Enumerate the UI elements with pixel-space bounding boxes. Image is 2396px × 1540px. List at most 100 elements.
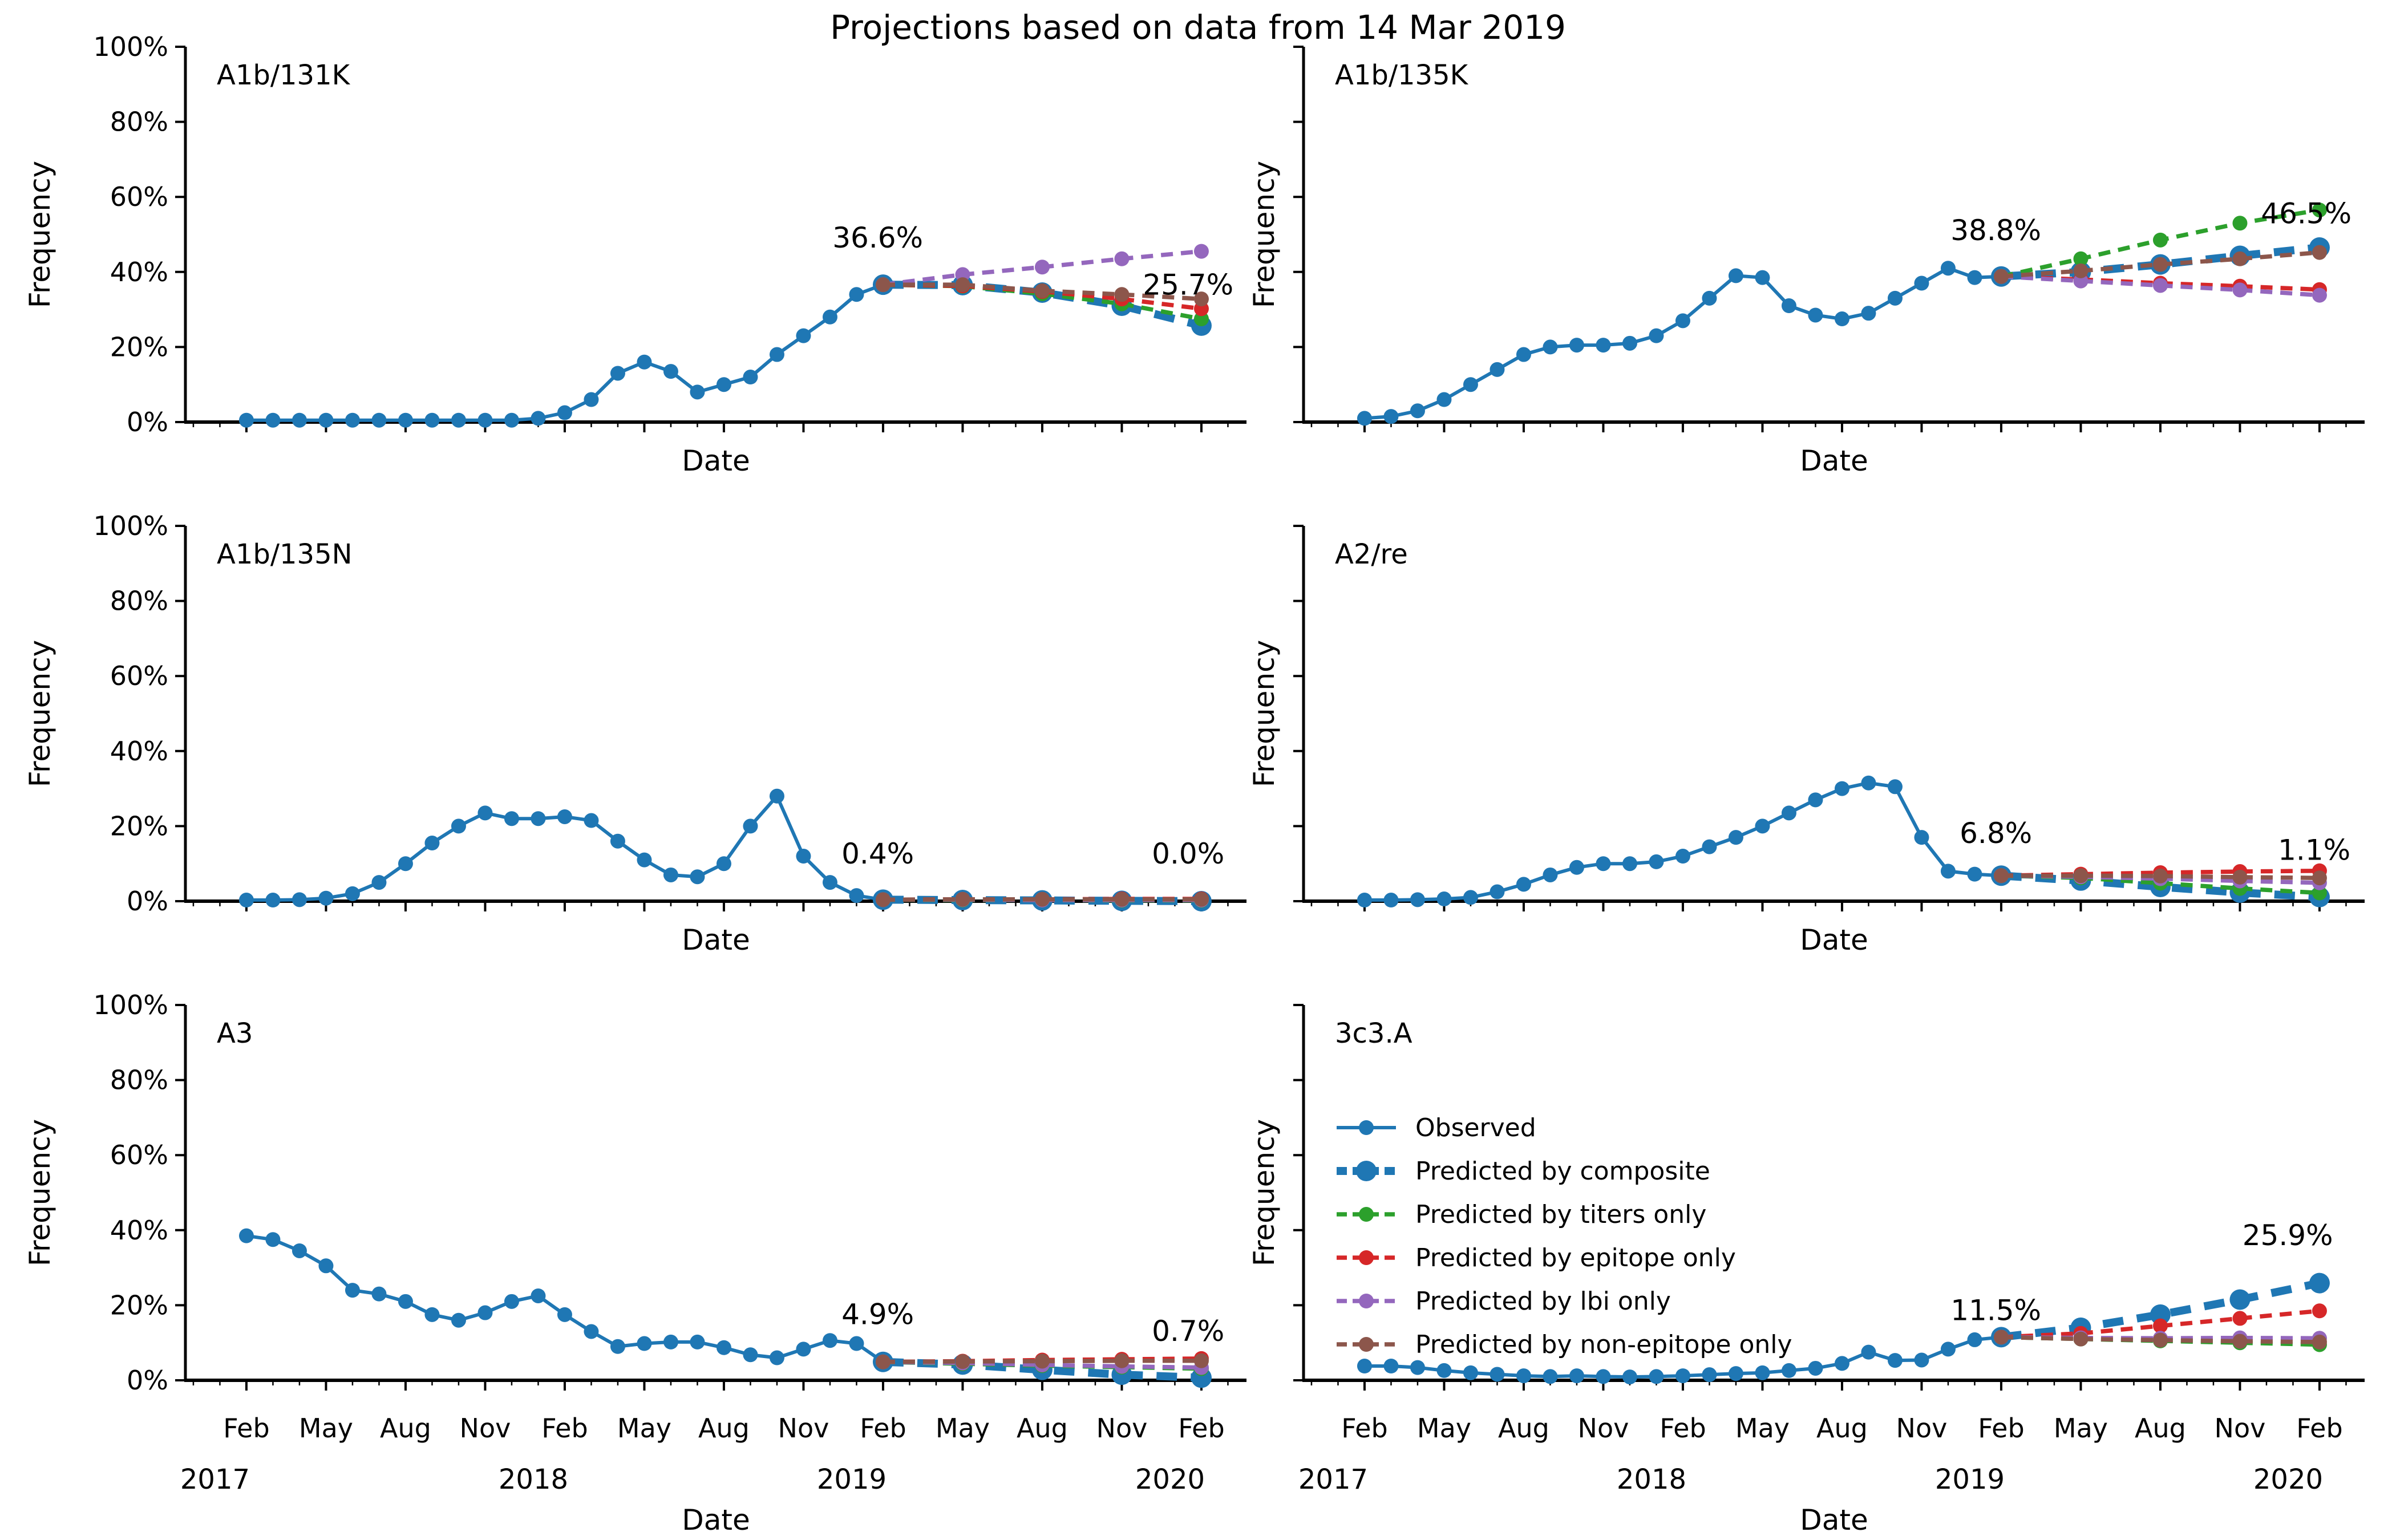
x-year-label: 2020 <box>1135 1464 1205 1496</box>
x-axis-label: Date <box>1800 444 1868 477</box>
x-year-label: 2019 <box>1935 1464 2005 1496</box>
x-year-label: 2017 <box>180 1464 250 1496</box>
x-axis-label: Date <box>1800 1503 1868 1537</box>
y-tick-label: 0% <box>127 1365 168 1396</box>
legend-entry: Predicted by composite <box>1337 1157 1710 1186</box>
x-tick-label: Nov <box>1096 1413 1148 1444</box>
value-annotation: 36.6% <box>832 221 923 254</box>
legend-label: Predicted by composite <box>1415 1157 1710 1186</box>
observed-line <box>1357 1330 2009 1385</box>
panel-title: A3 <box>217 1018 253 1049</box>
y-tick-label: 60% <box>110 181 168 212</box>
x-tick-label: Nov <box>460 1413 511 1444</box>
legend-label: Predicted by epitope only <box>1415 1243 1736 1272</box>
x-axis-label: Date <box>682 923 750 957</box>
legend-label: Observed <box>1415 1113 1536 1142</box>
x-axis-label: Date <box>682 444 750 477</box>
value-annotation: 0.0% <box>1152 837 1224 870</box>
y-tick-label: 100% <box>93 510 168 541</box>
y-tick-label: 0% <box>127 886 168 917</box>
x-tick-label: Feb <box>1341 1413 1387 1444</box>
predicted-non-epitope-only-line <box>875 1353 1209 1369</box>
panel-a1b-135k: Date Frequency 38.8% 46.5% A1b/135K <box>1248 46 2365 477</box>
legend-entry: Predicted by epitope only <box>1337 1243 1736 1272</box>
predicted-non-epitope-only-line <box>875 891 1209 907</box>
y-tick-label: 100% <box>93 990 168 1020</box>
legend-entry: Predicted by non-epitope only <box>1337 1330 1792 1359</box>
value-annotation: 4.9% <box>841 1298 914 1331</box>
x-tick-label: Aug <box>1017 1413 1068 1444</box>
x-tick-label: Feb <box>1178 1413 1224 1444</box>
value-annotation: 6.8% <box>1960 817 2032 850</box>
value-annotation: 38.8% <box>1950 214 2041 247</box>
observed-line <box>1357 775 2009 908</box>
legend-label: Predicted by titers only <box>1415 1200 1706 1229</box>
x-year-label: 2018 <box>499 1464 568 1496</box>
y-tick-label: 20% <box>110 331 168 362</box>
x-year-label: 2020 <box>2253 1464 2323 1496</box>
panel-a3: 0% 20% 40% 60% 80% 100% Feb May Aug Nov Feb May Aug N… <box>23 990 1246 1537</box>
x-tick-label: Feb <box>541 1413 588 1444</box>
x-tick-label: Aug <box>698 1413 750 1444</box>
x-year-label: 2018 <box>1617 1464 1686 1496</box>
y-tick-label: 20% <box>110 810 168 841</box>
panel-title: A1b/135K <box>1335 59 1469 91</box>
x-tick-label: Nov <box>2215 1413 2266 1444</box>
x-tick-label: Nov <box>1578 1413 1629 1444</box>
x-tick-label: Nov <box>1896 1413 1948 1444</box>
panel-title: A2/re <box>1335 538 1408 570</box>
x-tick-label: May <box>2054 1413 2108 1444</box>
y-axis-label: Frequency <box>1248 640 1281 787</box>
y-tick-label: 100% <box>93 31 168 62</box>
value-annotation: 11.5% <box>1950 1294 2041 1327</box>
x-tick-label: Feb <box>223 1413 269 1444</box>
y-tick-label: 80% <box>110 107 168 137</box>
observed-line <box>1357 261 2009 426</box>
x-tick-label: May <box>936 1413 990 1444</box>
y-tick-label: 80% <box>110 1065 168 1096</box>
predicted-non-epitope-only-line <box>875 277 1209 307</box>
legend-label: Predicted by lbi only <box>1415 1287 1671 1316</box>
value-annotation: 46.5% <box>2261 197 2352 230</box>
x-tick-label: May <box>299 1413 353 1444</box>
y-tick-label: 80% <box>110 586 168 617</box>
x-tick-label: Feb <box>2296 1413 2342 1444</box>
value-annotation: 0.4% <box>841 837 914 870</box>
y-axis-label: Frequency <box>23 640 56 787</box>
legend-label: Predicted by non-epitope only <box>1415 1330 1792 1359</box>
x-tick-label: Aug <box>2135 1413 2186 1444</box>
value-annotation: 1.1% <box>2278 834 2350 867</box>
x-axis-label: Date <box>1800 923 1868 957</box>
panel-a1b-135n: 0% 20% 40% 60% 80% 100% Date Frequency 0.4% 0.0% A… <box>23 510 1246 957</box>
y-tick-label: 40% <box>110 257 168 287</box>
x-tick-label: May <box>1417 1413 1471 1444</box>
x-axis-label: Date <box>682 1503 750 1537</box>
panel-title: 3c3.A <box>1335 1018 1412 1049</box>
panel-title: A1b/131K <box>217 59 351 91</box>
predicted-non-epitope-only-line <box>1993 868 2327 886</box>
y-tick-label: 20% <box>110 1290 168 1320</box>
legend: Observed Predicted by composite Predicted … <box>1337 1113 1792 1359</box>
observed-line <box>238 788 891 908</box>
x-tick-label: Feb <box>1978 1413 2024 1444</box>
observed-line <box>238 1228 891 1369</box>
y-tick-label: 40% <box>110 1215 168 1246</box>
x-tick-label: Aug <box>1498 1413 1549 1444</box>
panel-a1b-131k: 0% 20% 40% 60% 80% 100% Date Frequency 36.6% 25.7… <box>23 31 1246 477</box>
value-annotation: 25.7% <box>1143 268 1233 301</box>
y-tick-label: 0% <box>127 407 168 437</box>
panel-a2-re: Date Frequency 6.8% 1.1% A2/re <box>1248 525 2365 957</box>
legend-entry: Predicted by lbi only <box>1337 1287 1671 1316</box>
value-annotation: 0.7% <box>1152 1315 1224 1348</box>
predicted-non-epitope-only-line <box>1993 245 2327 284</box>
x-tick-label: Nov <box>778 1413 829 1444</box>
x-tick-label: Feb <box>1660 1413 1706 1444</box>
observed-line <box>238 277 891 428</box>
y-axis-label: Frequency <box>1248 1119 1281 1266</box>
legend-entry: Observed <box>1337 1113 1536 1142</box>
x-tick-label: May <box>617 1413 671 1444</box>
x-tick-label: Feb <box>860 1413 906 1444</box>
x-tick-label: May <box>1735 1413 1790 1444</box>
x-year-label: 2017 <box>1298 1464 1368 1496</box>
